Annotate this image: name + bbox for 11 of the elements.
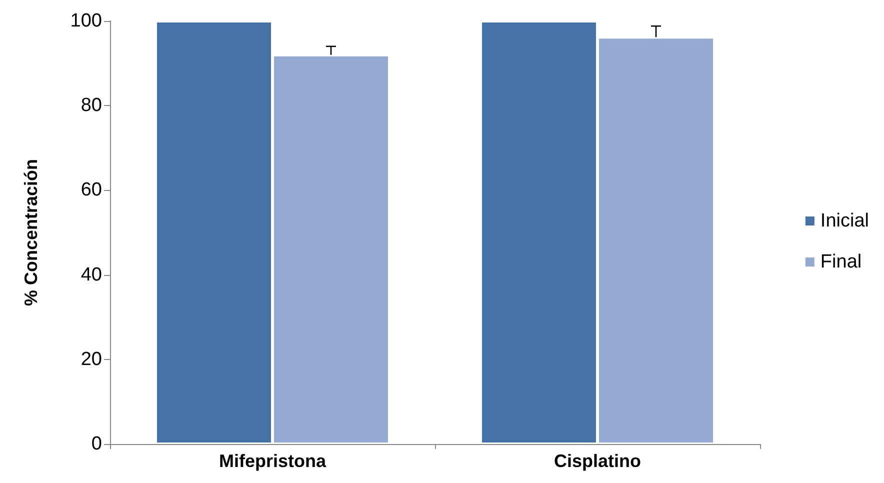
x-tick-label: Cisplatino xyxy=(554,451,642,471)
legend-label: Inicial xyxy=(820,210,869,232)
y-tick-label: 20 xyxy=(80,348,102,370)
y-axis-title: % Concentración xyxy=(21,158,41,306)
y-tick-label: 0 xyxy=(91,434,102,454)
y-tick-label: 80 xyxy=(80,95,102,116)
y-tick-label: 100 xyxy=(70,10,102,32)
y-tick-label: 60 xyxy=(80,180,102,201)
legend-label: Final xyxy=(820,252,862,272)
x-tick-label: Mifepristona xyxy=(218,451,327,471)
y-tick-label: 40 xyxy=(80,264,102,286)
